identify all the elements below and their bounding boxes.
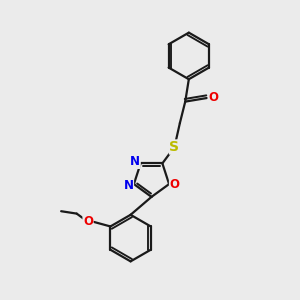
Text: O: O bbox=[169, 178, 179, 190]
Text: N: N bbox=[130, 155, 140, 168]
Text: N: N bbox=[124, 179, 134, 192]
Text: O: O bbox=[83, 214, 93, 228]
Text: S: S bbox=[169, 140, 179, 154]
Text: O: O bbox=[208, 91, 218, 103]
